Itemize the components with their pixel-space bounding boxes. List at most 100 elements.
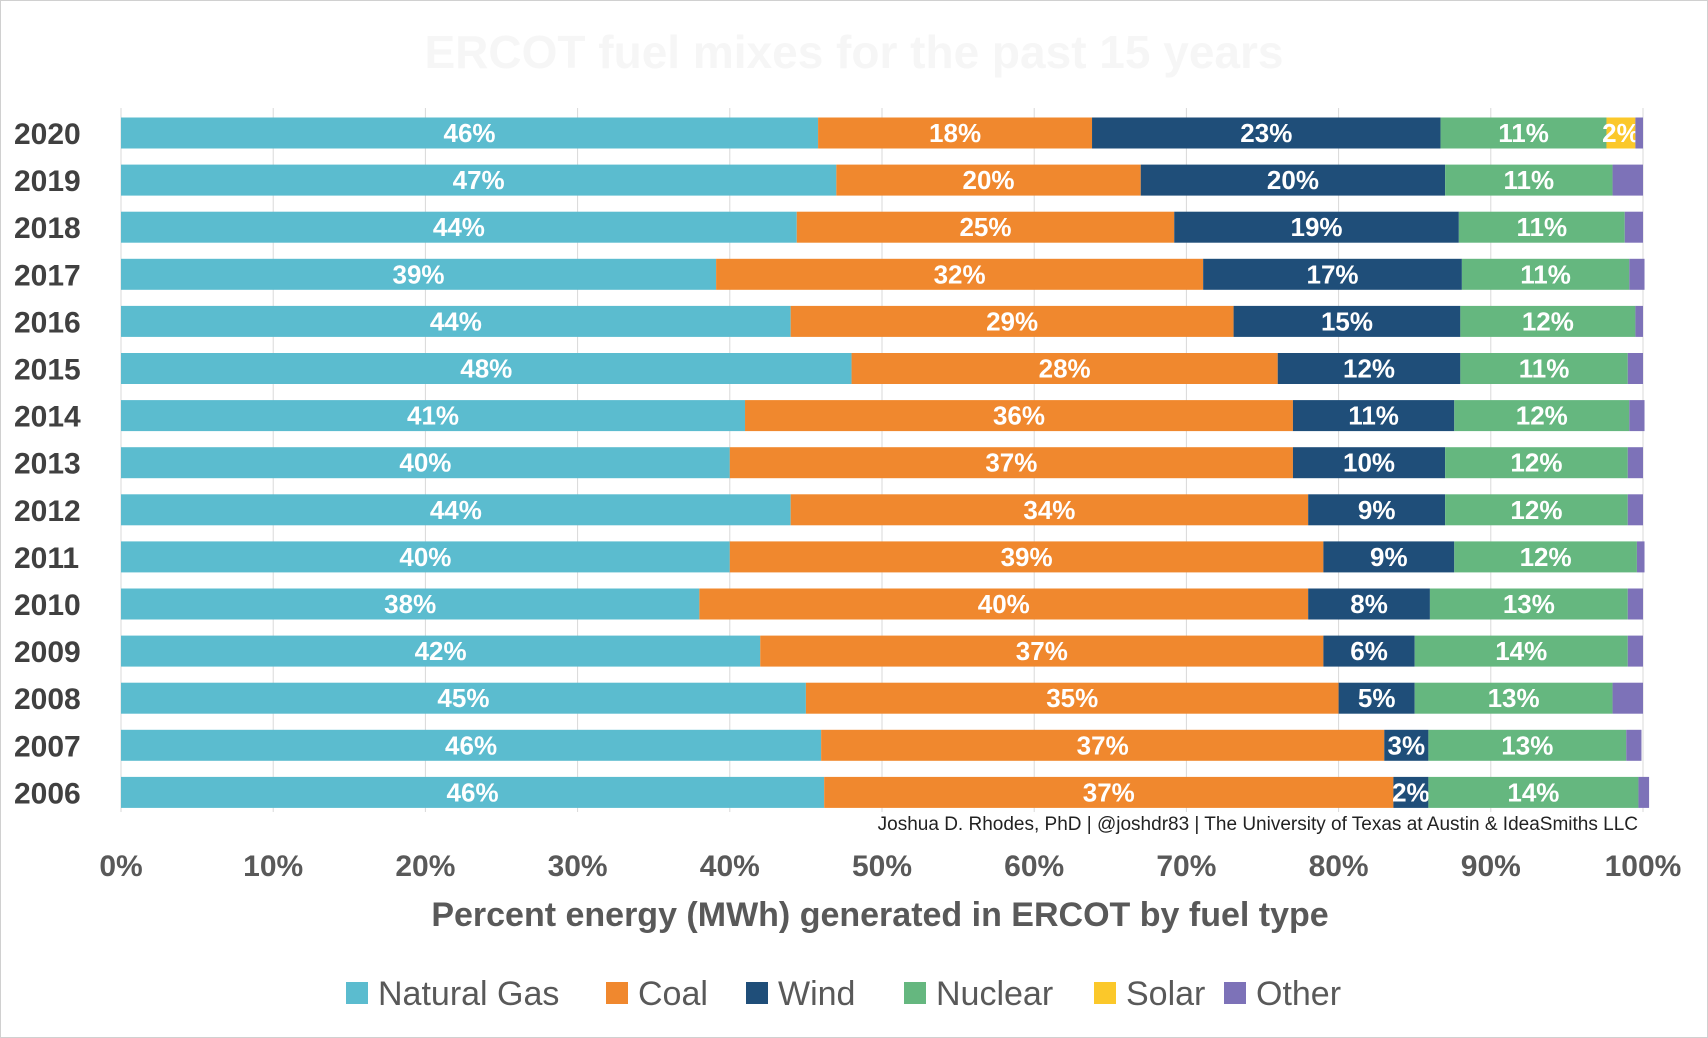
x-tick-label: 60% <box>1004 850 1064 883</box>
bar-segment <box>1445 164 1613 196</box>
data-label: 11% <box>1520 259 1571 289</box>
x-tick-label: 80% <box>1309 850 1369 883</box>
x-tick-label: 40% <box>700 850 760 883</box>
data-label: 40% <box>978 589 1030 619</box>
bar-segment <box>1429 588 1628 620</box>
bar-segment <box>729 541 1324 573</box>
data-label: 47% <box>453 165 505 195</box>
year-label: 2013 <box>14 448 81 481</box>
data-label: 28% <box>1039 354 1091 384</box>
year-label: 2015 <box>14 354 81 387</box>
bar-segment <box>1393 776 1429 808</box>
bar-segment <box>716 258 1204 290</box>
x-tick-label: 30% <box>548 850 608 883</box>
data-label: 40% <box>399 542 451 572</box>
data-label: 44% <box>430 495 482 525</box>
bar-segment <box>1461 258 1630 290</box>
bar-segment <box>1638 776 1650 808</box>
data-label: 20% <box>1267 165 1319 195</box>
bar-segment <box>1627 447 1643 479</box>
x-tick-label: 70% <box>1156 850 1216 883</box>
data-label: 11% <box>1516 212 1567 242</box>
bar-segment <box>1460 305 1636 337</box>
bar-segment <box>1338 682 1415 714</box>
bar-segment <box>1626 729 1642 761</box>
bar-segment <box>1460 353 1628 384</box>
data-label: 37% <box>1016 636 1068 666</box>
bar-segment <box>821 729 1385 761</box>
legend-label: Other <box>1256 975 1341 1013</box>
bar-segment <box>1203 258 1462 290</box>
bar-segment <box>121 776 825 808</box>
legend-label: Wind <box>778 975 855 1013</box>
data-label: 5% <box>1358 683 1396 713</box>
bars: 46% 18% 23% 11% 2% 47% 20% 20% 11% 44% 25% 19% 11% 39… <box>121 117 1650 808</box>
data-label: 45% <box>437 683 489 713</box>
data-label: 36% <box>993 401 1045 431</box>
bar-segment <box>121 305 791 337</box>
legend-label: Coal <box>638 975 708 1013</box>
bar-segment <box>818 117 1093 149</box>
bar-segment <box>1384 729 1429 761</box>
data-label: 10% <box>1343 448 1395 478</box>
bar-segment <box>790 494 1309 526</box>
data-label: 46% <box>445 730 497 760</box>
data-label: 46% <box>444 118 496 148</box>
year-label: 2006 <box>14 777 81 810</box>
data-label: 12% <box>1522 306 1574 336</box>
data-label: 14% <box>1507 777 1559 807</box>
bar-segment <box>760 635 1324 667</box>
year-label: 2009 <box>14 636 81 669</box>
data-label: 14% <box>1495 636 1547 666</box>
bar-segment <box>1627 353 1643 384</box>
x-tick-label: 20% <box>395 850 455 883</box>
data-label: 48% <box>460 354 512 384</box>
data-label: 25% <box>959 212 1011 242</box>
bar-segment <box>1308 494 1446 526</box>
data-label: 32% <box>934 259 986 289</box>
legend-swatch <box>1094 982 1116 1004</box>
bar-segment <box>1428 776 1639 808</box>
bar-segment <box>1414 682 1613 714</box>
bar-segment <box>824 776 1394 808</box>
year-labels: 2020 2019 2018 2017 2016 2015 2014 2013 2012 2011… <box>14 118 81 810</box>
data-label: 35% <box>1046 683 1098 713</box>
bar-segment <box>121 400 746 432</box>
year-label: 2010 <box>14 589 81 622</box>
year-label: 2017 <box>14 259 81 292</box>
legend-swatch <box>346 982 368 1004</box>
bar-segment <box>1440 117 1607 149</box>
legend-label: Natural Gas <box>378 975 559 1013</box>
bar-segment <box>121 494 791 526</box>
bar-segment <box>121 588 700 620</box>
year-label: 2012 <box>14 495 81 528</box>
bar-segment <box>121 211 797 243</box>
data-label: 42% <box>415 636 467 666</box>
bar-segment <box>121 635 761 667</box>
data-label: 37% <box>1077 730 1129 760</box>
data-label: 6% <box>1350 636 1388 666</box>
data-label: 18% <box>929 118 981 148</box>
bar-segment <box>1292 447 1446 479</box>
x-tick-label: 0% <box>99 850 142 883</box>
data-label: 37% <box>1083 777 1135 807</box>
data-label: 44% <box>433 212 485 242</box>
data-label: 11% <box>1504 165 1555 195</box>
year-label: 2014 <box>14 401 81 434</box>
bar-segment <box>1635 305 1643 337</box>
data-label: 12% <box>1510 448 1562 478</box>
legend-swatch <box>606 982 628 1004</box>
data-label: 12% <box>1510 495 1562 525</box>
data-label: 2% <box>1392 777 1430 807</box>
bar-segment <box>1414 635 1628 667</box>
data-label: 12% <box>1520 542 1572 572</box>
data-label: 46% <box>447 777 499 807</box>
bar-segment <box>1635 117 1643 149</box>
data-label: 13% <box>1503 589 1555 619</box>
year-label: 2019 <box>14 165 81 198</box>
bar-segment <box>1629 258 1645 290</box>
bar-segment <box>1627 588 1643 620</box>
bar-segment <box>745 400 1293 432</box>
bar-segment <box>805 682 1339 714</box>
bar-segment <box>1323 541 1455 573</box>
